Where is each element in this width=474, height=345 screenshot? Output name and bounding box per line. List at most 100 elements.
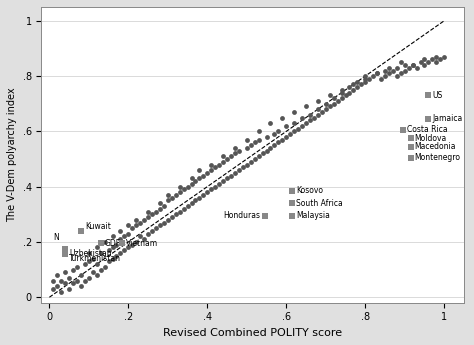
Point — [247, 159, 255, 165]
Point — [326, 93, 334, 98]
Point — [203, 170, 211, 176]
Point — [231, 151, 239, 156]
Point — [274, 129, 282, 134]
Point — [164, 217, 172, 223]
Point — [200, 173, 207, 178]
Point — [255, 154, 263, 159]
Point — [283, 134, 290, 140]
Point — [54, 284, 61, 289]
Point — [132, 217, 140, 223]
Point — [176, 184, 183, 189]
Point — [385, 65, 393, 70]
Point — [374, 70, 381, 76]
Point — [239, 165, 246, 170]
Point — [85, 258, 92, 264]
Point — [97, 240, 104, 246]
Point — [354, 85, 361, 90]
Text: South Africa: South Africa — [296, 199, 343, 208]
Point — [374, 70, 381, 76]
Point — [401, 62, 409, 68]
Point — [215, 181, 223, 187]
Point — [219, 154, 227, 159]
Text: Uzbekistan: Uzbekistan — [69, 249, 112, 258]
Point — [381, 73, 389, 79]
Point — [271, 142, 278, 148]
Point — [93, 245, 100, 250]
Point — [57, 278, 65, 284]
Point — [263, 148, 270, 154]
Point — [433, 59, 440, 65]
Point — [291, 109, 298, 115]
Point — [362, 76, 369, 81]
Point — [109, 256, 116, 261]
Point — [407, 155, 414, 160]
Point — [330, 96, 337, 101]
Point — [322, 101, 329, 107]
Point — [243, 137, 251, 142]
Point — [81, 261, 89, 267]
Point — [184, 184, 191, 189]
Point — [399, 127, 407, 133]
Point — [306, 118, 314, 123]
Point — [144, 209, 152, 214]
Point — [61, 246, 69, 252]
Text: Honduras: Honduras — [224, 211, 261, 220]
Point — [235, 167, 243, 173]
Point — [89, 269, 97, 275]
Point — [109, 245, 116, 250]
Text: Montenegro: Montenegro — [415, 153, 461, 162]
Point — [97, 267, 104, 272]
Point — [152, 209, 160, 214]
Point — [294, 126, 302, 131]
Point — [188, 181, 195, 187]
Point — [338, 96, 346, 101]
Point — [211, 165, 219, 170]
Point — [369, 73, 377, 79]
Point — [243, 162, 251, 167]
Point — [85, 275, 92, 280]
Text: N: N — [53, 233, 59, 242]
Point — [172, 192, 180, 198]
Point — [267, 120, 274, 126]
Point — [279, 115, 286, 120]
Point — [125, 245, 132, 250]
Point — [227, 154, 235, 159]
Point — [164, 198, 172, 203]
Point — [144, 214, 152, 220]
Point — [338, 87, 346, 93]
Point — [397, 59, 405, 65]
Point — [350, 82, 357, 87]
Point — [140, 236, 148, 242]
Point — [405, 65, 412, 70]
Point — [354, 79, 361, 85]
Point — [310, 115, 318, 120]
Point — [118, 240, 126, 246]
Point — [255, 129, 263, 134]
Point — [291, 120, 298, 126]
Point — [125, 231, 132, 236]
Point — [196, 195, 203, 200]
Point — [73, 264, 81, 269]
Point — [188, 176, 195, 181]
Text: US: US — [432, 91, 443, 100]
Point — [191, 198, 199, 203]
Point — [137, 220, 144, 225]
Point — [168, 214, 175, 220]
Point — [231, 170, 239, 176]
Point — [421, 62, 428, 68]
Point — [69, 281, 77, 286]
Point — [409, 62, 417, 68]
Point — [407, 136, 414, 141]
Point — [440, 54, 448, 59]
Point — [259, 151, 266, 156]
Point — [314, 98, 322, 104]
Point — [288, 200, 296, 206]
Point — [302, 120, 310, 126]
Point — [132, 223, 140, 228]
Point — [417, 59, 424, 65]
Point — [377, 76, 385, 81]
Point — [117, 250, 124, 256]
Text: Macedonia: Macedonia — [415, 142, 456, 151]
Point — [288, 213, 296, 218]
Point — [223, 176, 231, 181]
